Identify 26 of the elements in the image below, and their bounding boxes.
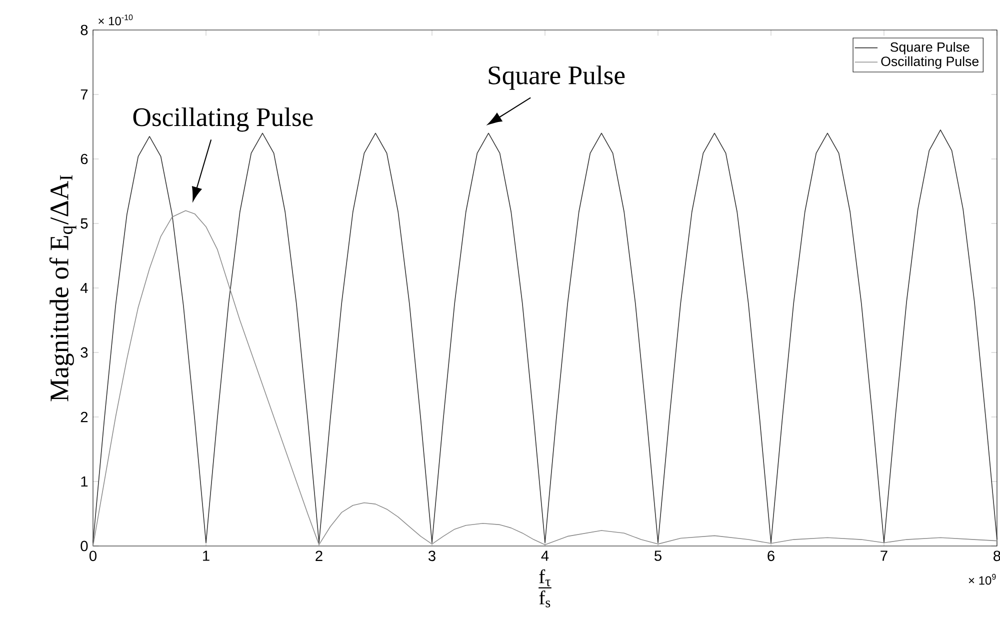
- annotation: Oscillating Pulse: [133, 107, 313, 132]
- x-axis-title: $\frac{\text{f}_{\text{τ}}}{\text{f}_{\text{s}}}$: [538, 569, 552, 608]
- y-tick-label: 3: [80, 347, 88, 358]
- text: × 10$^{-10}$: [98, 14, 133, 26]
- y-tick-label: 7: [80, 89, 88, 100]
- y-axis-title: Magnitude of E$_{q}$/ΔA$_{I}$: [49, 175, 76, 402]
- x-tick-label: 0: [89, 550, 96, 562]
- legend-label: Oscillating Pulse: [881, 56, 979, 69]
- annotation: Square Pulse: [488, 66, 625, 90]
- x-tick-label: 1: [203, 550, 210, 561]
- y-tick-label: 2: [80, 412, 88, 422]
- x-tick-label: 6: [768, 550, 774, 562]
- x-tick-label: 4: [541, 550, 549, 561]
- text: × 10$^{9}$: [968, 574, 996, 585]
- y-tick-label: 1: [81, 476, 88, 487]
- x-tick-label: 8: [994, 550, 1000, 562]
- y-tick-label: 8: [80, 24, 88, 36]
- x-tick-label: 3: [428, 550, 436, 562]
- y-tick-label: 4: [80, 282, 88, 294]
- legend-label: Square Pulse: [890, 42, 970, 54]
- x-tick-label: 7: [880, 550, 888, 561]
- y-tick-label: 5: [80, 218, 88, 229]
- y-tick-label: 6: [80, 154, 88, 164]
- y-tick-label: 0: [80, 540, 88, 552]
- x-tick-label: 5: [654, 550, 662, 561]
- x-tick-label: 2: [316, 550, 322, 561]
